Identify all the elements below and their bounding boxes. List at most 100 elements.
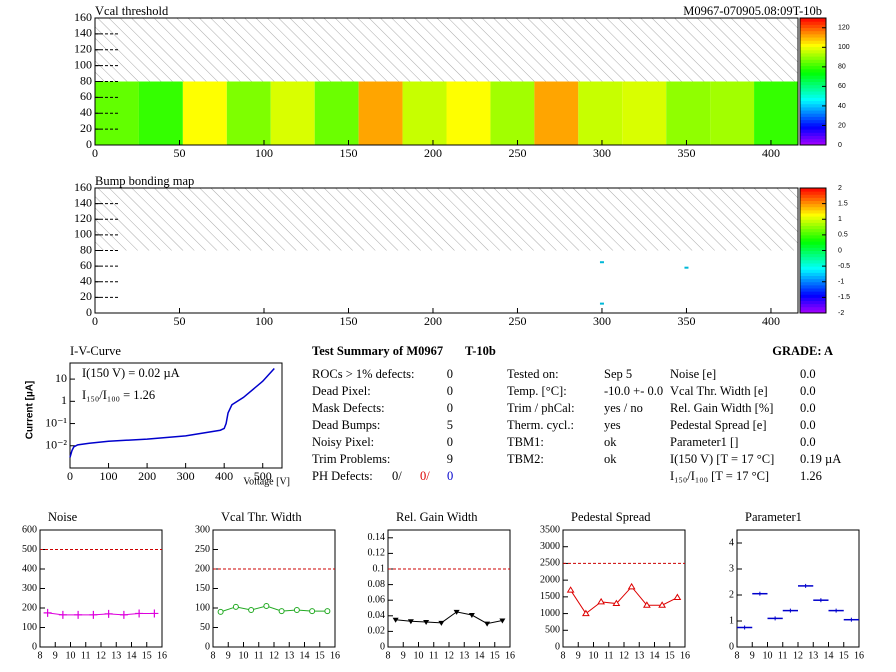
colorbar-step	[800, 138, 826, 143]
colorbar-step	[800, 75, 826, 79]
y-tick-label: 60	[80, 258, 92, 272]
x-tick-label: 14	[650, 650, 660, 661]
colorbar-step	[800, 244, 826, 248]
y-axis-label: Current [µA]	[25, 381, 36, 440]
marker	[104, 609, 113, 618]
x-tick-label: 13	[111, 650, 121, 661]
y-tick-label: 120	[74, 42, 92, 56]
y-tick-label: 40	[80, 274, 92, 288]
marker	[673, 593, 682, 601]
marker	[263, 603, 270, 610]
plot-frame	[39, 529, 163, 648]
x-tick-label: 16	[157, 650, 167, 661]
x-tick-label: 12	[269, 650, 279, 661]
summary-tag: T-10b	[465, 344, 496, 358]
summary-label: I(150 V) [T = 17 °C]	[670, 452, 774, 466]
summary-title: Test Summary of M0967	[312, 344, 443, 358]
colorbar-step	[800, 209, 826, 214]
colorbar-step	[800, 238, 826, 242]
colorbar-label: -0.5	[838, 263, 850, 270]
x-tick-label: 14	[127, 650, 137, 661]
heatmap-cell	[710, 81, 755, 145]
marker	[89, 610, 98, 619]
summary-value: 0.0	[800, 367, 816, 381]
heatmap-cell	[446, 81, 491, 145]
y-tick-label: 3	[729, 563, 734, 574]
y-tick-label: 10⁻²	[45, 438, 67, 452]
colorbar-step	[800, 288, 826, 292]
x-tick-label: 15	[490, 650, 500, 661]
colorbar-step	[800, 24, 826, 29]
marker	[43, 608, 52, 617]
colorbar-step	[800, 87, 826, 92]
x-axis-label: Voltage [V]	[243, 476, 290, 487]
y-tick-label: 300	[22, 583, 37, 594]
y-tick-label: 0	[555, 641, 560, 652]
colorbar-step	[800, 125, 826, 130]
summary-label: TBM1:	[507, 435, 544, 449]
y-tick-label: 120	[74, 211, 92, 225]
y-tick-label: 200	[22, 602, 37, 613]
colorbar-step	[800, 303, 826, 308]
colorbar-step	[800, 266, 826, 270]
colorbar-step	[800, 228, 826, 233]
iv-annotation: I(150 V) = 0.02 µA	[82, 366, 180, 380]
x-tick-label: 0	[67, 469, 73, 483]
colorbar-step	[800, 253, 826, 258]
y-tick-label: 160	[74, 10, 92, 24]
marker	[468, 613, 475, 619]
colorbar-step	[800, 71, 826, 76]
y-tick-label: 20	[80, 121, 92, 135]
summary-label: Dead Bumps:	[312, 418, 380, 432]
colorbar-label: 60	[838, 83, 846, 90]
y-tick-label: 400	[22, 563, 37, 574]
x-tick-label: 10	[66, 650, 76, 661]
y-tick-label: 0.12	[368, 548, 386, 559]
colorbar-step	[800, 46, 826, 51]
marker	[248, 606, 255, 613]
map-id: M0967-070905.08:09T-10b	[683, 4, 822, 18]
y-tick-label: 500	[22, 544, 37, 555]
colorbar-label: 0.5	[838, 232, 848, 239]
heatmap-cell	[534, 81, 579, 145]
y-tick-label: 100	[195, 602, 210, 613]
colorbar-step	[800, 113, 826, 117]
x-tick-label: 15	[665, 650, 675, 661]
summary-value: 0	[447, 435, 453, 449]
x-tick-label: 8	[735, 650, 740, 661]
x-tick-label: 15	[839, 650, 849, 661]
x-tick-label: 9	[750, 650, 755, 661]
colorbar-step	[800, 37, 826, 41]
x-tick-label: 11	[254, 650, 264, 661]
marker	[217, 608, 224, 615]
colorbar-step	[800, 52, 826, 57]
marker	[453, 609, 460, 615]
summary-label: Dead Pixel:	[312, 384, 371, 398]
colorbar-step	[800, 294, 826, 298]
x-tick-label: 16	[505, 650, 515, 661]
colorbar-frame	[799, 17, 827, 146]
y-tick-label: 200	[195, 563, 210, 574]
marker	[119, 610, 128, 619]
summary-value: 0.0	[800, 435, 816, 449]
x-tick-label: 100	[100, 469, 118, 483]
summary-label: Therm. cycl.:	[507, 418, 574, 432]
x-tick-label: 350	[677, 314, 695, 328]
heatmap-cell	[314, 81, 359, 145]
marker	[392, 617, 399, 623]
marker	[135, 609, 144, 618]
x-tick-label: 14	[300, 650, 310, 661]
x-tick-label: 16	[854, 650, 864, 661]
colorbar-step	[800, 129, 826, 133]
y-tick-label: 3000	[540, 541, 560, 552]
y-tick-label: 0	[205, 641, 210, 652]
y-tick-label: 0	[32, 641, 37, 652]
colorbar-label: 120	[838, 25, 850, 32]
colorbar-step	[800, 81, 826, 86]
summary-label: Trim / phCal:	[507, 401, 575, 415]
y-tick-label: 140	[74, 26, 92, 40]
colorbar-step	[800, 18, 826, 22]
heatmap-cell	[226, 81, 271, 145]
colorbar-label: 80	[838, 64, 846, 71]
no-data-hatch	[95, 18, 798, 82]
